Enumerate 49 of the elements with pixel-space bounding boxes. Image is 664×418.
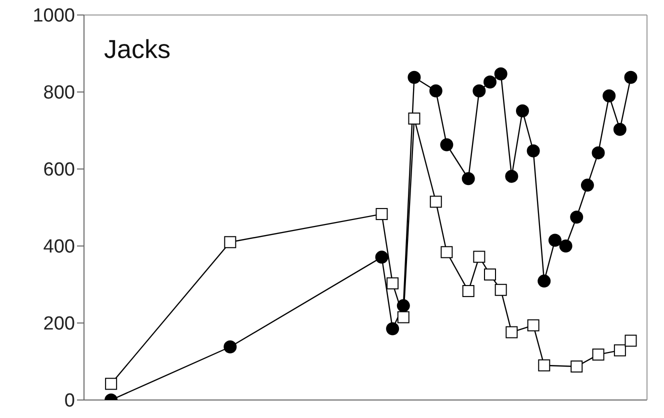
point <box>602 89 616 102</box>
point <box>386 322 400 336</box>
point <box>548 234 562 247</box>
point <box>505 170 518 183</box>
point <box>397 311 410 324</box>
point <box>462 285 474 298</box>
y-tick-label: 600 <box>43 160 75 181</box>
point <box>580 178 594 192</box>
point <box>506 326 518 338</box>
point <box>376 208 388 220</box>
point <box>570 210 584 224</box>
point <box>484 268 496 280</box>
point <box>538 274 551 288</box>
point <box>527 319 540 332</box>
point <box>624 334 637 347</box>
point <box>462 172 475 186</box>
point <box>429 84 442 98</box>
point <box>408 70 421 84</box>
y-tick-label: 0 <box>64 390 75 412</box>
point <box>526 144 540 158</box>
point <box>494 67 508 80</box>
point <box>538 359 550 372</box>
y-tick-label: 200 <box>43 314 75 335</box>
point <box>472 84 486 98</box>
y-tick-label: 400 <box>43 236 75 258</box>
point <box>614 344 626 356</box>
point <box>224 236 236 248</box>
point <box>592 146 605 160</box>
point <box>494 284 507 296</box>
point <box>396 299 410 312</box>
point <box>559 240 572 252</box>
point <box>592 348 604 361</box>
point <box>613 122 626 136</box>
point <box>430 196 442 208</box>
point <box>440 138 454 152</box>
point <box>105 378 118 390</box>
point <box>386 277 399 290</box>
point <box>624 70 638 84</box>
y-tick-label: 1000 <box>32 6 75 27</box>
point <box>484 75 497 88</box>
point <box>375 250 388 264</box>
point <box>408 112 420 125</box>
point <box>473 250 486 263</box>
point <box>516 104 529 118</box>
point <box>570 360 583 373</box>
point <box>224 340 237 354</box>
y-tick-label: 800 <box>43 82 75 104</box>
text: Jacks <box>104 34 170 65</box>
point <box>440 246 453 258</box>
